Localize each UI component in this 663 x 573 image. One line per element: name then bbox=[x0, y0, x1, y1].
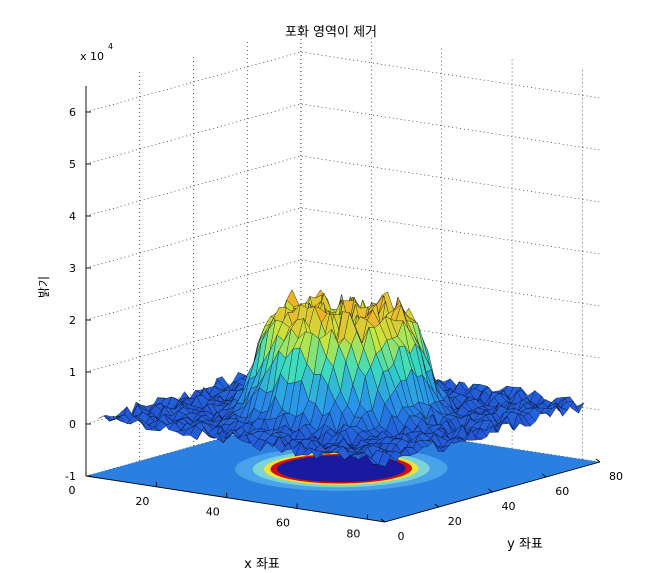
z-grid-line-0 bbox=[85, 415, 601, 477]
z-grid-line-5 bbox=[85, 155, 601, 217]
x-tick-label-3: 60 bbox=[276, 516, 290, 529]
y-tick-label-0: 0 bbox=[398, 530, 405, 543]
y-tick-label-2: 40 bbox=[502, 500, 516, 513]
y-tick-0 bbox=[380, 518, 386, 523]
z-tick-label-7: 6 bbox=[69, 106, 76, 119]
x-tick-label-4: 80 bbox=[346, 527, 360, 540]
x-tick-label-0: 0 bbox=[69, 484, 76, 497]
z-tick-label-5: 4 bbox=[69, 210, 76, 223]
z-exponent-power: 4 bbox=[108, 42, 113, 51]
x-tick-label-1: 20 bbox=[135, 495, 149, 508]
z-grid-line-2 bbox=[85, 311, 601, 373]
z-exponent-label: x 10 bbox=[80, 50, 104, 63]
z-tick-label-0: -1 bbox=[65, 470, 76, 483]
z-tick-label-3: 2 bbox=[69, 314, 76, 327]
y-axis-label: y 좌표 bbox=[507, 537, 543, 552]
z-tick-label-2: 1 bbox=[69, 366, 76, 379]
x-tick-label-2: 40 bbox=[206, 506, 220, 519]
y-tick-label-3: 60 bbox=[555, 485, 569, 498]
surface-mesh bbox=[98, 289, 585, 468]
surface-cell bbox=[372, 463, 386, 468]
y-tick-label-1: 20 bbox=[448, 515, 462, 528]
z-grid-line-4 bbox=[85, 207, 601, 269]
z-grid-line-3 bbox=[85, 259, 601, 321]
y-tick-3 bbox=[541, 473, 547, 478]
z-tick-label-4: 3 bbox=[69, 262, 76, 275]
y-tick-1 bbox=[434, 503, 440, 508]
y-tick-2 bbox=[488, 488, 493, 493]
z-grid-line-7 bbox=[85, 51, 601, 113]
x-axis-label: x 좌표 bbox=[244, 557, 280, 572]
chart-title: 포화 영역이 제거 bbox=[285, 25, 377, 40]
z-tick-label-6: 5 bbox=[69, 158, 76, 171]
z-tick-label-1: 0 bbox=[69, 418, 76, 431]
x-axis-line bbox=[85, 475, 386, 523]
z-grid-line-6 bbox=[85, 103, 601, 165]
y-tick-4 bbox=[595, 458, 601, 463]
z-axis-label: 밝기 bbox=[37, 276, 51, 298]
y-tick-label-4: 80 bbox=[609, 470, 623, 483]
